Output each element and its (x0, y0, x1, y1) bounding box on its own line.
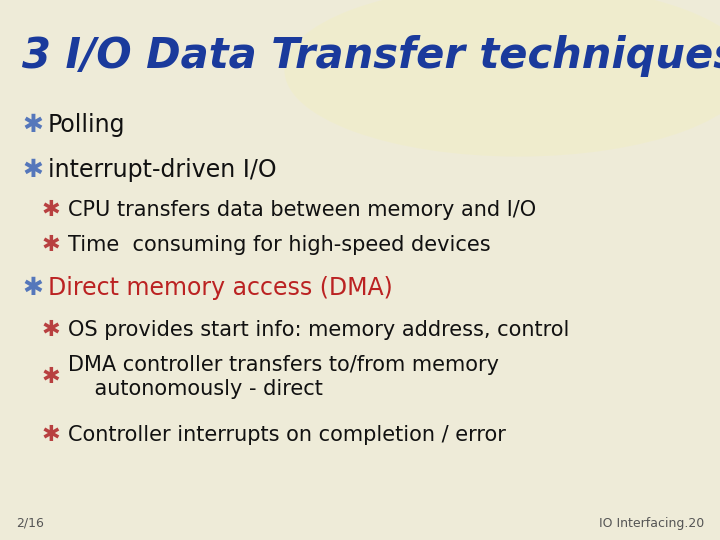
Text: ✱: ✱ (42, 235, 60, 255)
Text: ✱: ✱ (22, 113, 43, 137)
Text: ✱: ✱ (42, 320, 60, 340)
Text: IO Interfacing.20: IO Interfacing.20 (599, 517, 704, 530)
Text: OS provides start info: memory address, control: OS provides start info: memory address, … (68, 320, 570, 340)
Text: Time  consuming for high-speed devices: Time consuming for high-speed devices (68, 235, 490, 255)
Text: 2/16: 2/16 (16, 517, 44, 530)
Ellipse shape (284, 0, 720, 157)
Text: Polling: Polling (48, 113, 125, 137)
Text: ✱: ✱ (22, 158, 43, 182)
Text: ✱: ✱ (42, 200, 60, 220)
Text: Direct memory access (DMA): Direct memory access (DMA) (48, 276, 392, 300)
Text: CPU transfers data between memory and I/O: CPU transfers data between memory and I/… (68, 200, 536, 220)
Text: ✱: ✱ (22, 276, 43, 300)
Text: interrupt-driven I/O: interrupt-driven I/O (48, 158, 276, 182)
Text: DMA controller transfers to/from memory
    autonomously - direct: DMA controller transfers to/from memory … (68, 355, 499, 399)
Text: Controller interrupts on completion / error: Controller interrupts on completion / er… (68, 425, 506, 445)
Text: ✱: ✱ (42, 425, 60, 445)
Text: ✱: ✱ (42, 367, 60, 387)
Text: 3 I/O Data Transfer techniques: 3 I/O Data Transfer techniques (22, 35, 720, 77)
